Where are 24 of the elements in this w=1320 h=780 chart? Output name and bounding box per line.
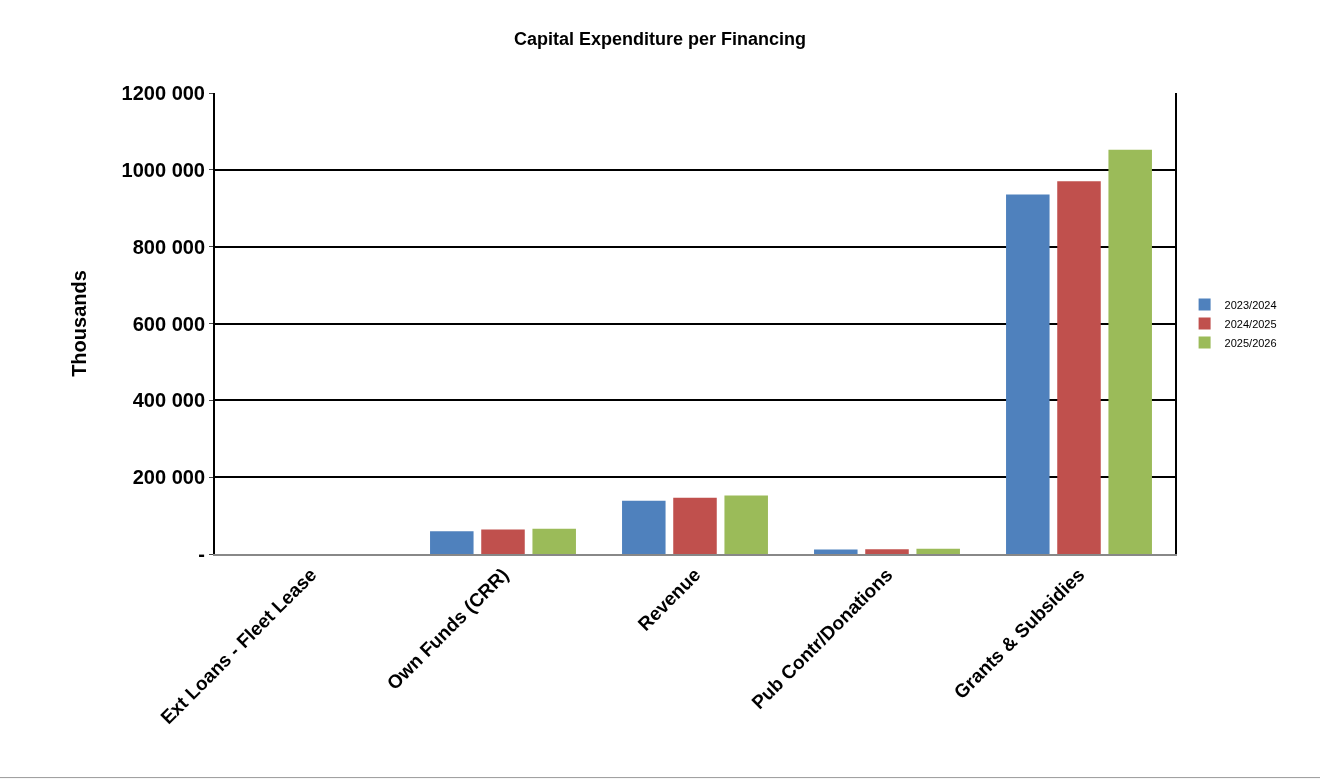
bar <box>430 531 474 554</box>
y-tick-label: 600 000 <box>132 312 205 335</box>
bar <box>673 497 717 554</box>
bar <box>622 500 666 554</box>
bar <box>724 495 768 554</box>
y-axis-title: Thousands <box>67 270 90 377</box>
bar <box>1006 194 1050 554</box>
y-tick-label: - <box>198 543 205 565</box>
y-tick-label: 400 000 <box>132 389 205 412</box>
bar <box>916 548 960 554</box>
y-tick-label: 200 000 <box>132 466 205 489</box>
y-tick-label: 800 000 <box>132 235 205 258</box>
bar <box>481 529 525 554</box>
bar <box>814 549 858 554</box>
legend-label: 2024/2025 <box>1224 317 1277 330</box>
bar <box>1108 149 1152 554</box>
bar <box>865 549 909 554</box>
legend-label: 2023/2024 <box>1224 298 1277 311</box>
legend-label: 2025/2026 <box>1224 336 1277 349</box>
bar <box>532 528 576 554</box>
y-tick-label: 1000 000 <box>121 158 205 181</box>
chart-title: Capital Expenditure per Financing <box>513 29 807 50</box>
y-tick-label: 1200 000 <box>121 82 205 104</box>
bar <box>1057 181 1101 554</box>
